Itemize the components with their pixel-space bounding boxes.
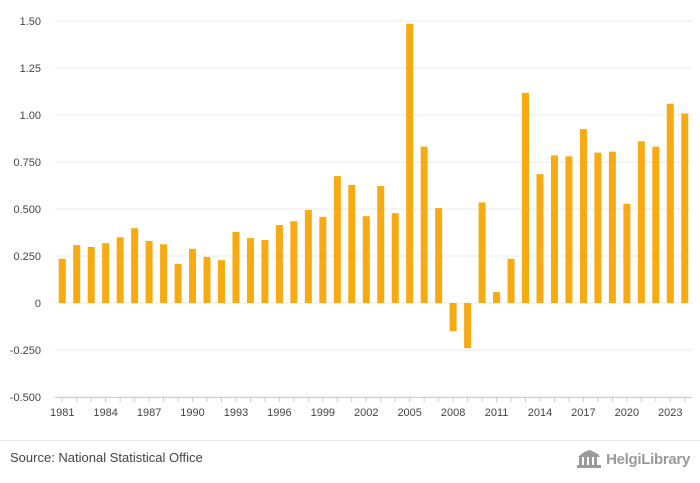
bar[interactable]: 1994: 0.345 bbox=[246, 238, 254, 303]
bar[interactable]: 2007: 0.505 bbox=[435, 208, 443, 303]
bar[interactable]: 2017: 0.925 bbox=[579, 129, 587, 303]
bar[interactable]: 2000: 0.675 bbox=[333, 176, 341, 303]
bar[interactable]: 1990: 0.288 bbox=[189, 248, 197, 303]
bar[interactable]: 1981: 0.235 bbox=[58, 258, 66, 303]
source-note: Source: National Statistical Office bbox=[10, 450, 203, 465]
x-tick-label: 1996 bbox=[267, 407, 291, 419]
x-tick-label: 2017 bbox=[571, 407, 595, 419]
x-tick-label: 1987 bbox=[137, 407, 161, 419]
bar[interactable]: 2009: -0.24 bbox=[464, 303, 472, 349]
y-tick-label: 0 bbox=[35, 298, 41, 310]
x-tick-label: 1981 bbox=[50, 407, 74, 419]
bar[interactable]: 2011: 0.058 bbox=[493, 292, 501, 303]
bar[interactable]: 1999: 0.458 bbox=[319, 216, 327, 303]
bar[interactable]: 1983: 0.298 bbox=[87, 246, 95, 303]
bar[interactable]: 2015: 0.785 bbox=[550, 155, 558, 303]
bar[interactable]: 1988: 0.312 bbox=[160, 244, 168, 303]
x-tick-label: 2020 bbox=[615, 407, 639, 419]
bar[interactable]: 1998: 0.495 bbox=[304, 209, 312, 303]
bar[interactable]: 2006: 0.832 bbox=[420, 146, 428, 303]
bar[interactable]: 1985: 0.35 bbox=[116, 237, 124, 303]
brand-name: HelgiLibrary bbox=[606, 450, 690, 468]
x-tick-label: 1990 bbox=[180, 407, 204, 419]
bar[interactable]: 2019: 0.805 bbox=[608, 151, 616, 303]
bar[interactable]: 1989: 0.208 bbox=[174, 263, 182, 303]
y-tick-label: 1.50 bbox=[20, 16, 41, 28]
bar-chart: -0.500 -0.250 0 0.250 0.500 0.750 1.00 1.25 1.50… bbox=[10, 16, 692, 419]
bar[interactable]: 2002: 0.462 bbox=[362, 216, 370, 303]
x-tick-label: 1999 bbox=[311, 407, 335, 419]
y-tick-label: -0.500 bbox=[10, 392, 41, 404]
bar[interactable]: 2020: 0.528 bbox=[623, 203, 631, 303]
bar[interactable]: 2016: 0.78 bbox=[565, 156, 573, 303]
bar[interactable]: 2003: 0.622 bbox=[377, 186, 385, 303]
bar[interactable]: 2012: 0.235 bbox=[507, 258, 515, 303]
bar[interactable]: 1987: 0.33 bbox=[145, 240, 153, 303]
y-tick-label: 0.500 bbox=[13, 204, 41, 216]
bar[interactable]: 2023: 1.06 bbox=[666, 103, 674, 303]
y-tick-label: 1.25 bbox=[20, 63, 41, 75]
bar[interactable]: 2005: 1.485 bbox=[406, 23, 414, 303]
bar[interactable]: 1993: 0.378 bbox=[232, 231, 240, 303]
bar[interactable]: 1984: 0.318 bbox=[102, 243, 110, 303]
bar[interactable]: 2013: 1.118 bbox=[522, 92, 530, 303]
y-tick-label: 0.750 bbox=[13, 157, 41, 169]
x-tick-label: 1984 bbox=[93, 407, 117, 419]
bar[interactable]: 1997: 0.435 bbox=[290, 221, 298, 303]
y-tick-label: 1.00 bbox=[20, 110, 41, 122]
x-tick-label: 2014 bbox=[528, 407, 552, 419]
bar[interactable]: 2004: 0.478 bbox=[391, 213, 399, 303]
bar[interactable]: 2022: 0.832 bbox=[652, 146, 660, 303]
library-building-icon bbox=[577, 450, 602, 468]
bar[interactable]: 2001: 0.628 bbox=[348, 184, 356, 303]
bar[interactable]: 1986: 0.398 bbox=[131, 228, 139, 303]
bar[interactable]: 2021: 0.86 bbox=[637, 141, 645, 303]
bar[interactable]: 2024: 1.008 bbox=[681, 113, 689, 303]
y-tick-label: 0.250 bbox=[13, 251, 41, 263]
bar[interactable]: 2010: 0.535 bbox=[478, 202, 486, 303]
helgi-library-logo[interactable]: HelgiLibrary bbox=[576, 448, 690, 470]
bar[interactable]: 2008: -0.15 bbox=[449, 303, 457, 332]
bar[interactable]: 1995: 0.335 bbox=[261, 240, 269, 303]
bar[interactable]: 1982: 0.308 bbox=[73, 245, 81, 303]
bar[interactable]: 1992: 0.228 bbox=[217, 260, 225, 303]
bar[interactable]: 2018: 0.8 bbox=[594, 152, 602, 303]
bar[interactable]: 2014: 0.685 bbox=[536, 174, 544, 303]
x-tick-label: 2002 bbox=[354, 407, 378, 419]
x-tick-label: 2008 bbox=[441, 407, 465, 419]
x-tick-label: 2023 bbox=[658, 407, 682, 419]
x-tick-label: 2005 bbox=[397, 407, 421, 419]
x-tick-label: 2011 bbox=[485, 407, 509, 419]
chart-footer: Source: National Statistical Office Helg… bbox=[0, 440, 700, 483]
bar[interactable]: 1991: 0.245 bbox=[203, 256, 211, 303]
x-tick-label: 1993 bbox=[224, 407, 248, 419]
y-tick-label: -0.250 bbox=[10, 345, 41, 357]
bar[interactable]: 1996: 0.415 bbox=[275, 224, 283, 303]
